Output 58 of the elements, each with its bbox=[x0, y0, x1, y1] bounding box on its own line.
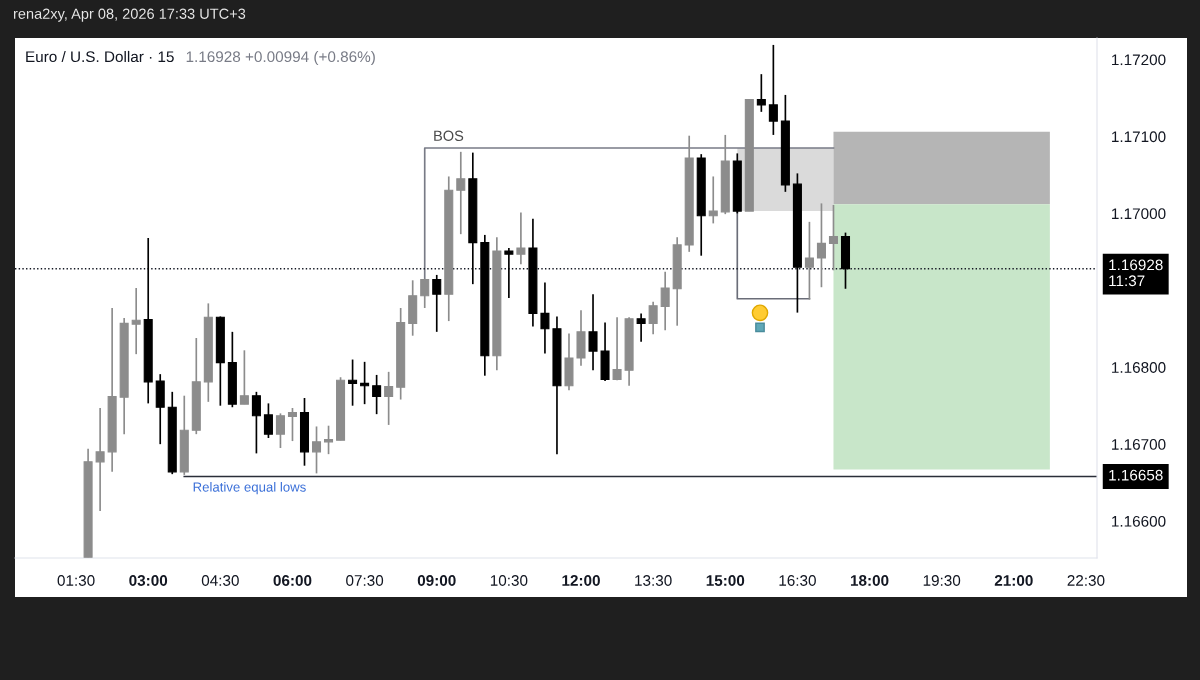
x-tick-label: 04:30 bbox=[201, 575, 239, 586]
x-tick-label: 10:30 bbox=[490, 575, 528, 586]
x-tick-label: 18:00 bbox=[850, 575, 889, 586]
x-tick-label: 16:30 bbox=[779, 575, 816, 586]
candlestick bbox=[95, 407, 105, 512]
x-tick-label: 06:00 bbox=[273, 575, 312, 586]
candlestick bbox=[816, 202, 826, 289]
candlestick bbox=[540, 281, 550, 355]
candlestick bbox=[348, 358, 358, 407]
x-tick-label: 09:00 bbox=[417, 575, 456, 586]
x-tick-label: 15:00 bbox=[706, 575, 745, 586]
text: 1.16928 +0.00994 (+0.86%) bbox=[186, 50, 375, 66]
text: Euro / U.S. Dollar · 15 bbox=[26, 50, 174, 63]
x-tick-label: 13:30 bbox=[635, 575, 672, 586]
x-tick-label: 03:00 bbox=[129, 575, 168, 586]
candlestick bbox=[432, 274, 442, 333]
candlestick bbox=[420, 277, 430, 309]
candlestick bbox=[768, 44, 778, 136]
y-tick-label: 1.16600 bbox=[1112, 515, 1166, 527]
candlestick bbox=[456, 151, 466, 235]
candlestick bbox=[612, 316, 622, 382]
y-tick-label: 1.17000 bbox=[1112, 208, 1166, 220]
candlestick bbox=[384, 371, 394, 426]
candlestick bbox=[708, 175, 718, 225]
candlestick bbox=[504, 247, 514, 299]
annotation: BOS bbox=[434, 130, 464, 141]
x-tick-label: 07:30 bbox=[346, 575, 384, 586]
x-tick-label: 12:00 bbox=[562, 575, 600, 586]
x-tick-label: 19:30 bbox=[923, 575, 961, 586]
ref-line-label: 1.16928 11:37 bbox=[1109, 259, 1163, 287]
candlestick bbox=[828, 204, 838, 272]
candlestick bbox=[648, 301, 658, 335]
candlestick bbox=[588, 293, 598, 372]
candlestick bbox=[251, 391, 261, 455]
candlestick bbox=[311, 425, 322, 475]
candlestick bbox=[360, 361, 370, 405]
x-tick-label: 01:30 bbox=[57, 575, 95, 586]
data-label: 1.16658 bbox=[1109, 469, 1163, 481]
x-tick-label: 22:30 bbox=[1067, 575, 1105, 586]
candlestick bbox=[636, 312, 646, 343]
candlestick bbox=[756, 73, 766, 113]
candlestick bbox=[804, 221, 814, 301]
y-tick-label: 1.17100 bbox=[1112, 131, 1166, 143]
candlestick bbox=[516, 211, 526, 265]
x-tick-label: 21:00 bbox=[994, 575, 1033, 586]
candlestick bbox=[372, 374, 382, 415]
annotation: Relative equal lows bbox=[193, 482, 306, 495]
candlestick bbox=[287, 407, 297, 442]
candlestick bbox=[660, 271, 670, 332]
candlestick bbox=[275, 412, 285, 449]
y-tick-label: 1.17200 bbox=[1112, 54, 1166, 66]
text: rena2xy, Apr 08, 2026 17:33 UTC+3 bbox=[13, 8, 246, 22]
candlestick bbox=[324, 424, 334, 455]
candlestick bbox=[239, 349, 249, 405]
candlestick bbox=[263, 402, 273, 439]
candlestick bbox=[131, 287, 141, 355]
y-tick-label: 1.16800 bbox=[1112, 362, 1166, 373]
y-tick-label: 1.16700 bbox=[1112, 439, 1166, 450]
